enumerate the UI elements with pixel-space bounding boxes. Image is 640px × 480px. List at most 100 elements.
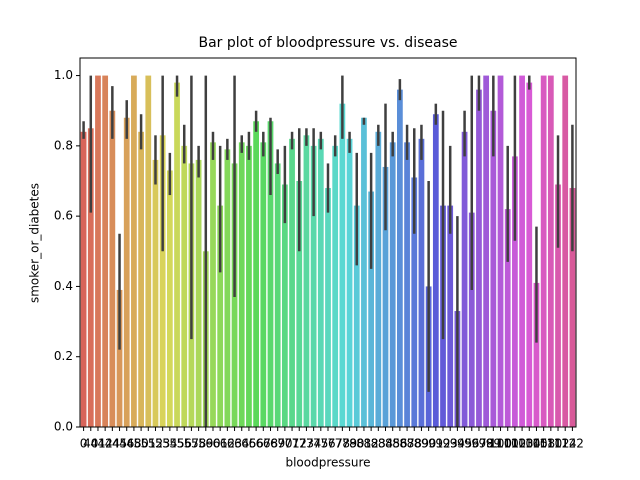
bar: [404, 142, 410, 428]
plot-frame: [79, 57, 577, 428]
x-tick-label: 68: [263, 437, 278, 451]
bar: [375, 131, 382, 428]
y-axis-label: smoker_or_diabetes: [28, 183, 42, 303]
bar: [533, 282, 540, 427]
bar: [368, 191, 375, 427]
x-tick-label: 71: [284, 437, 299, 451]
x-tick-label: 96: [464, 437, 479, 451]
x-tick-label: 100: [489, 437, 512, 451]
x-tick-label: 67: [256, 437, 271, 451]
x-tick-label: 104: [518, 437, 541, 451]
bar: [497, 75, 504, 428]
x-tick-label: 42: [98, 437, 113, 451]
x-tick-label: 54: [162, 437, 177, 451]
x-tick-label: 114: [554, 437, 577, 451]
bar: [332, 145, 339, 427]
x-tick-label: 59: [198, 437, 213, 451]
bar: [339, 103, 346, 427]
bar: [80, 131, 87, 428]
bar: [418, 138, 425, 428]
bar: [547, 75, 554, 428]
x-tick-label: 62: [220, 437, 235, 451]
bar: [289, 138, 295, 428]
bar: [526, 82, 533, 427]
x-tick-label: 82: [363, 437, 378, 451]
x-tick-label: 79: [342, 437, 357, 451]
bar: [389, 142, 396, 428]
x-tick-label: 87: [399, 437, 414, 451]
bar: [540, 75, 547, 428]
bar: [555, 184, 561, 427]
x-tick-label: 97: [471, 437, 486, 451]
bar: [95, 75, 101, 428]
bar: [468, 212, 475, 427]
x-tick-label: 83: [371, 437, 386, 451]
x-tick-label: 89: [414, 437, 429, 451]
bar: [159, 135, 166, 428]
bar: [174, 82, 180, 427]
bar: [411, 177, 418, 427]
bar: [123, 117, 130, 427]
x-tick-label: 112: [547, 437, 570, 451]
x-tick-label: 90: [421, 437, 436, 451]
bar: [476, 89, 482, 427]
x-tick-label: 69: [270, 437, 285, 451]
x-tick-label: 64: [234, 437, 249, 451]
bar: [397, 89, 403, 427]
chart-title: Bar plot of bloodpressure vs. disease: [199, 35, 458, 51]
x-tick-label: 66: [248, 437, 263, 451]
x-tick-label: 80: [349, 437, 364, 451]
x-tick-label: 56: [177, 437, 192, 451]
bar: [504, 209, 511, 427]
bar: [166, 170, 173, 427]
x-tick-label: 63: [227, 437, 242, 451]
x-tick-label: 91: [428, 437, 443, 451]
x-tick-label: 51: [141, 437, 156, 451]
bar: [310, 145, 317, 427]
x-tick-label: 53: [155, 437, 170, 451]
x-tick-label: 84: [378, 437, 393, 451]
x-tick-label: 93: [443, 437, 458, 451]
bar: [246, 145, 252, 427]
bar: [317, 138, 324, 428]
x-tick-label: 95: [457, 437, 472, 451]
bar: [238, 142, 245, 428]
bar: [87, 128, 94, 428]
x-tick-label: 99: [486, 437, 501, 451]
bar: [224, 149, 231, 427]
x-tick-label: 105: [525, 437, 548, 451]
x-tick-label: 45: [112, 437, 127, 451]
x-tick-label: 88: [407, 437, 422, 451]
bar: [447, 205, 454, 427]
bar: [483, 75, 490, 428]
x-tick-label: 70: [277, 437, 292, 451]
x-tick-label: 48: [126, 437, 141, 451]
bar: [152, 159, 159, 427]
bar: [303, 135, 310, 428]
x-tick-label: 86: [392, 437, 407, 451]
bar: [281, 184, 288, 427]
x-tick-label: 101: [496, 437, 519, 451]
x-tick-label: 72: [292, 437, 307, 451]
bar: [490, 110, 497, 427]
bar: [353, 205, 360, 427]
x-tick-label: 76: [320, 437, 335, 451]
bar: [519, 75, 525, 428]
bar: [253, 121, 259, 427]
x-tick-label: 40: [83, 437, 98, 451]
y-tick-label: 0.2: [54, 349, 73, 363]
x-tick-label: 85: [385, 437, 400, 451]
y-tick-label: 0.8: [54, 138, 73, 152]
x-tick-label: 61: [213, 437, 228, 451]
y-tick-label: 0.4: [54, 279, 73, 293]
bar: [131, 75, 137, 428]
x-tick-label: 44: [105, 437, 120, 451]
bar: [382, 166, 389, 427]
x-tick-label: 55: [169, 437, 184, 451]
y-tick-label: 0.0: [54, 420, 73, 434]
bar: [296, 181, 303, 427]
x-tick-label: 0: [80, 437, 88, 451]
bar: [512, 156, 518, 427]
x-tick-label: 46: [119, 437, 134, 451]
